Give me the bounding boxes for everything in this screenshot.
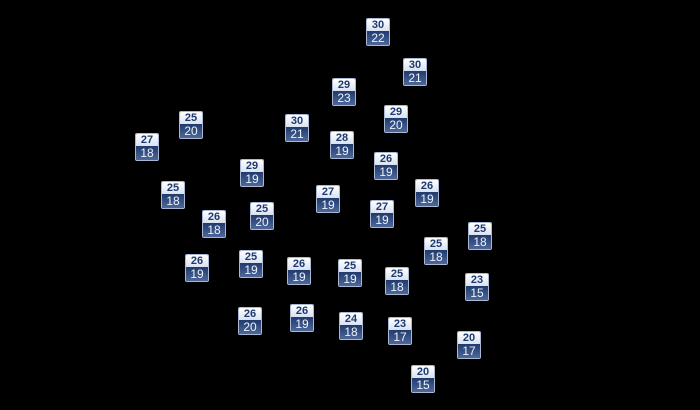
low-temp-value: 19 [288, 270, 310, 284]
temp-marker[interactable]: 23 15 [465, 273, 489, 301]
low-temp-value: 22 [367, 31, 389, 45]
high-temp-value: 26 [416, 180, 438, 192]
temp-marker[interactable]: 29 20 [384, 105, 408, 133]
high-temp-value: 25 [240, 251, 262, 263]
low-temp-value: 18 [469, 235, 491, 249]
low-temp-value: 19 [317, 198, 339, 212]
low-temp-value: 21 [404, 71, 426, 85]
high-temp-value: 29 [333, 79, 355, 91]
low-temp-value: 20 [239, 320, 261, 334]
temp-marker[interactable]: 26 18 [202, 210, 226, 238]
temp-marker[interactable]: 30 22 [366, 18, 390, 46]
low-temp-value: 15 [466, 286, 488, 300]
low-temp-value: 19 [240, 263, 262, 277]
high-temp-value: 23 [389, 318, 411, 330]
high-temp-value: 25 [251, 203, 273, 215]
high-temp-value: 24 [340, 313, 362, 325]
low-temp-value: 18 [340, 325, 362, 339]
low-temp-value: 19 [371, 213, 393, 227]
low-temp-value: 21 [286, 127, 308, 141]
high-temp-value: 25 [425, 238, 447, 250]
low-temp-value: 19 [186, 267, 208, 281]
low-temp-value: 17 [458, 344, 480, 358]
high-temp-value: 30 [367, 19, 389, 31]
high-temp-value: 30 [404, 59, 426, 71]
low-temp-value: 20 [385, 118, 407, 132]
high-temp-value: 25 [339, 260, 361, 272]
temp-marker[interactable]: 29 23 [332, 78, 356, 106]
low-temp-value: 18 [203, 223, 225, 237]
high-temp-value: 25 [469, 223, 491, 235]
low-temp-value: 18 [386, 280, 408, 294]
low-temp-value: 19 [416, 192, 438, 206]
low-temp-value: 19 [339, 272, 361, 286]
low-temp-value: 19 [375, 165, 397, 179]
temp-marker[interactable]: 27 19 [316, 185, 340, 213]
temp-marker[interactable]: 27 19 [370, 200, 394, 228]
temp-marker[interactable]: 25 19 [338, 259, 362, 287]
temp-marker[interactable]: 25 18 [385, 267, 409, 295]
high-temp-value: 27 [317, 186, 339, 198]
temp-marker[interactable]: 20 15 [411, 365, 435, 393]
high-temp-value: 29 [241, 160, 263, 172]
high-temp-value: 25 [180, 112, 202, 124]
temp-marker[interactable]: 25 18 [468, 222, 492, 250]
low-temp-value: 19 [291, 317, 313, 331]
temp-marker[interactable]: 24 18 [339, 312, 363, 340]
high-temp-value: 27 [371, 201, 393, 213]
high-temp-value: 26 [186, 255, 208, 267]
temp-marker[interactable]: 26 19 [374, 152, 398, 180]
temp-marker[interactable]: 28 19 [330, 131, 354, 159]
low-temp-value: 17 [389, 330, 411, 344]
temp-marker[interactable]: 30 21 [285, 114, 309, 142]
low-temp-value: 18 [136, 146, 158, 160]
low-temp-value: 19 [241, 172, 263, 186]
temp-marker[interactable]: 30 21 [403, 58, 427, 86]
temp-marker[interactable]: 25 18 [424, 237, 448, 265]
temp-marker[interactable]: 26 20 [238, 307, 262, 335]
temp-marker[interactable]: 25 18 [161, 181, 185, 209]
low-temp-value: 15 [412, 378, 434, 392]
temp-marker[interactable]: 26 19 [415, 179, 439, 207]
high-temp-value: 25 [386, 268, 408, 280]
temp-marker[interactable]: 23 17 [388, 317, 412, 345]
temp-marker[interactable]: 26 19 [287, 257, 311, 285]
low-temp-value: 20 [251, 215, 273, 229]
high-temp-value: 20 [412, 366, 434, 378]
temp-marker[interactable]: 27 18 [135, 133, 159, 161]
high-temp-value: 26 [291, 305, 313, 317]
low-temp-value: 18 [162, 194, 184, 208]
temp-marker[interactable]: 26 19 [185, 254, 209, 282]
high-temp-value: 26 [239, 308, 261, 320]
high-temp-value: 29 [385, 106, 407, 118]
low-temp-value: 19 [331, 144, 353, 158]
high-temp-value: 23 [466, 274, 488, 286]
high-temp-value: 26 [375, 153, 397, 165]
low-temp-value: 18 [425, 250, 447, 264]
high-temp-value: 26 [203, 211, 225, 223]
high-temp-value: 30 [286, 115, 308, 127]
high-temp-value: 28 [331, 132, 353, 144]
temp-marker[interactable]: 25 20 [179, 111, 203, 139]
high-temp-value: 26 [288, 258, 310, 270]
high-temp-value: 27 [136, 134, 158, 146]
temp-marker[interactable]: 25 20 [250, 202, 274, 230]
temp-marker[interactable]: 29 19 [240, 159, 264, 187]
high-temp-value: 20 [458, 332, 480, 344]
low-temp-value: 23 [333, 91, 355, 105]
temp-marker[interactable]: 25 19 [239, 250, 263, 278]
high-temp-value: 25 [162, 182, 184, 194]
temp-marker[interactable]: 20 17 [457, 331, 481, 359]
low-temp-value: 20 [180, 124, 202, 138]
temp-marker[interactable]: 26 19 [290, 304, 314, 332]
